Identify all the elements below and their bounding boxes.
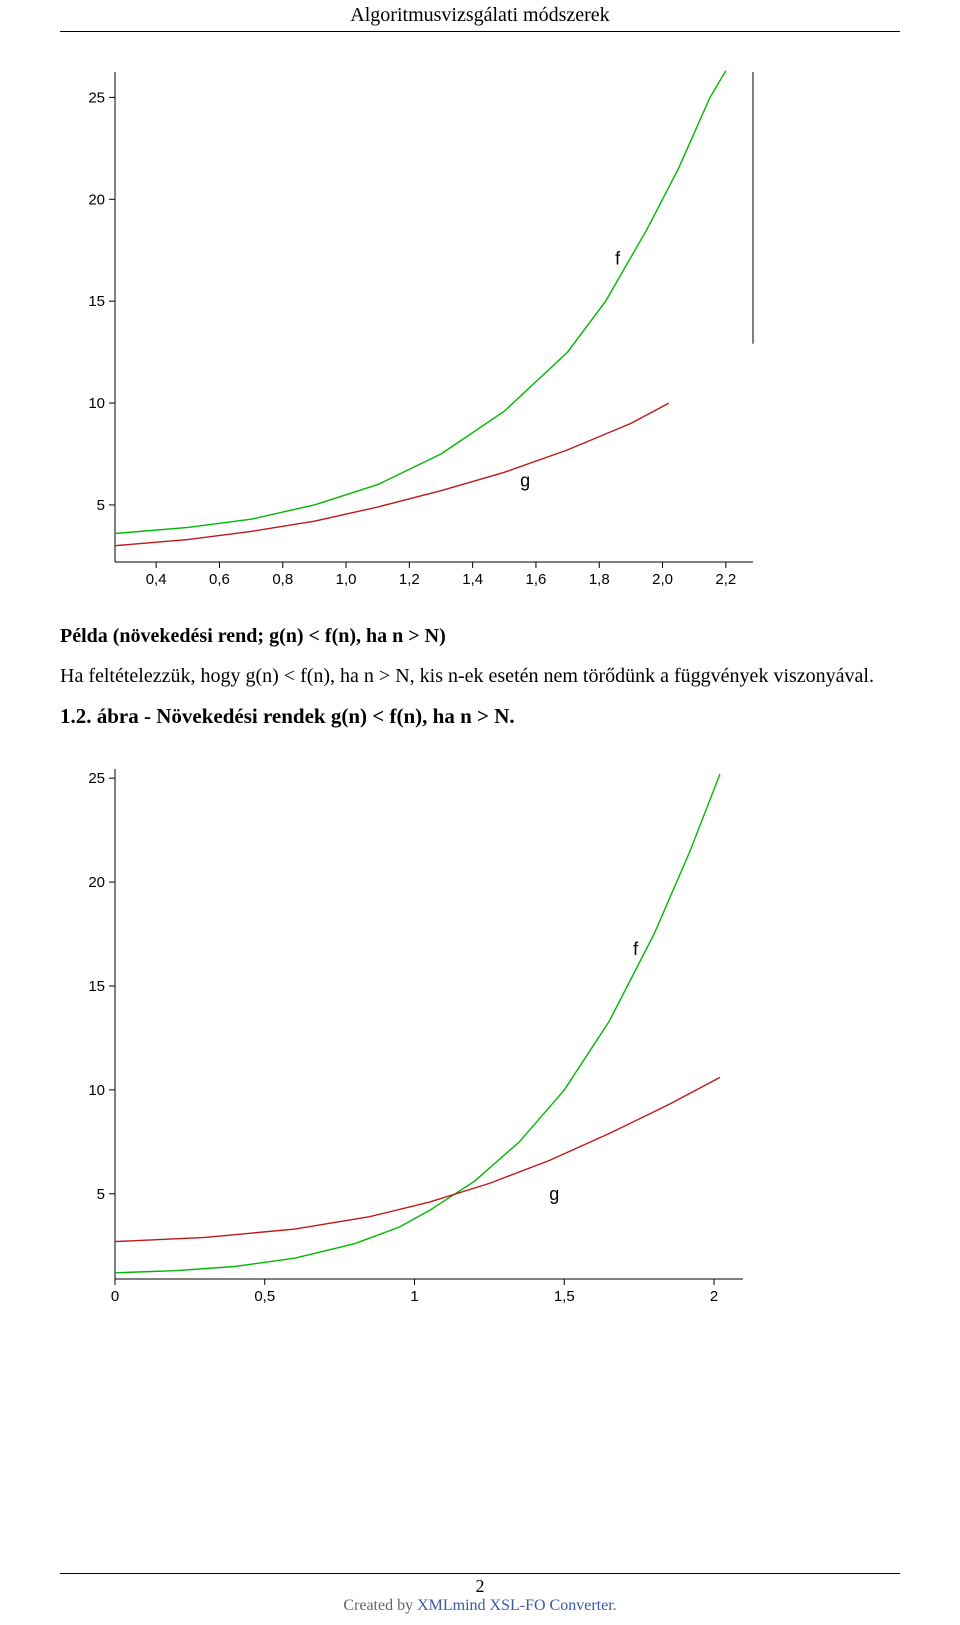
body-paragraph: Ha feltételezzük, hogy g(n) < f(n), ha n… <box>60 662 900 690</box>
svg-text:0,4: 0,4 <box>146 571 167 588</box>
svg-text:10: 10 <box>88 1082 105 1099</box>
svg-text:f: f <box>615 248 621 268</box>
credit-prefix: Created by <box>343 1597 417 1614</box>
svg-text:25: 25 <box>88 89 105 106</box>
svg-text:15: 15 <box>88 293 105 310</box>
svg-text:g: g <box>520 471 530 491</box>
svg-text:10: 10 <box>88 395 105 412</box>
credit-link: XMLmind XSL-FO Converter <box>417 1597 613 1614</box>
page-footer: 2 Created by XMLmind XSL-FO Converter. <box>60 1573 900 1615</box>
svg-text:g: g <box>549 1184 559 1204</box>
svg-text:2,2: 2,2 <box>715 571 736 588</box>
svg-text:2: 2 <box>710 1288 718 1305</box>
footer-credit: Created by XMLmind XSL-FO Converter. <box>60 1597 900 1615</box>
svg-text:1,8: 1,8 <box>589 571 610 588</box>
credit-suffix: . <box>613 1597 617 1614</box>
example-title-para: Példa (növekedési rend; g(n) < f(n), ha … <box>60 622 900 650</box>
header-title: Algoritmusvizsgálati módszerek <box>350 4 609 26</box>
svg-text:0,8: 0,8 <box>272 571 293 588</box>
svg-text:0,5: 0,5 <box>254 1288 275 1305</box>
svg-text:5: 5 <box>97 1186 105 1203</box>
page-header: Algoritmusvizsgálati módszerek <box>60 0 900 32</box>
svg-text:1,4: 1,4 <box>462 571 483 588</box>
svg-text:1,2: 1,2 <box>399 571 420 588</box>
svg-text:1,5: 1,5 <box>554 1288 575 1305</box>
svg-text:f: f <box>633 939 639 959</box>
svg-text:2,0: 2,0 <box>652 571 673 588</box>
svg-text:25: 25 <box>88 770 105 787</box>
svg-text:5: 5 <box>97 497 105 514</box>
svg-text:1: 1 <box>410 1288 418 1305</box>
chart-2: 5 10 15 20 25 0 0,5 1 1,5 2 f g <box>60 759 900 1319</box>
svg-text:20: 20 <box>88 874 105 891</box>
figure-caption: 1.2. ábra - Növekedési rendek g(n) < f(n… <box>60 704 900 729</box>
svg-text:1,6: 1,6 <box>526 571 547 588</box>
svg-text:0: 0 <box>111 1288 119 1305</box>
example-bold: Példa (növekedési rend; g(n) < f(n), ha … <box>60 625 446 647</box>
page-number: 2 <box>60 1576 900 1597</box>
svg-text:15: 15 <box>88 978 105 995</box>
svg-text:20: 20 <box>88 191 105 208</box>
svg-text:1,0: 1,0 <box>336 571 357 588</box>
chart-1: 5 10 15 20 25 0,4 0,6 0,8 1,0 1,2 1,4 1,6 1,8 2,0 2,2 f… <box>60 62 900 602</box>
svg-text:0,6: 0,6 <box>209 571 230 588</box>
